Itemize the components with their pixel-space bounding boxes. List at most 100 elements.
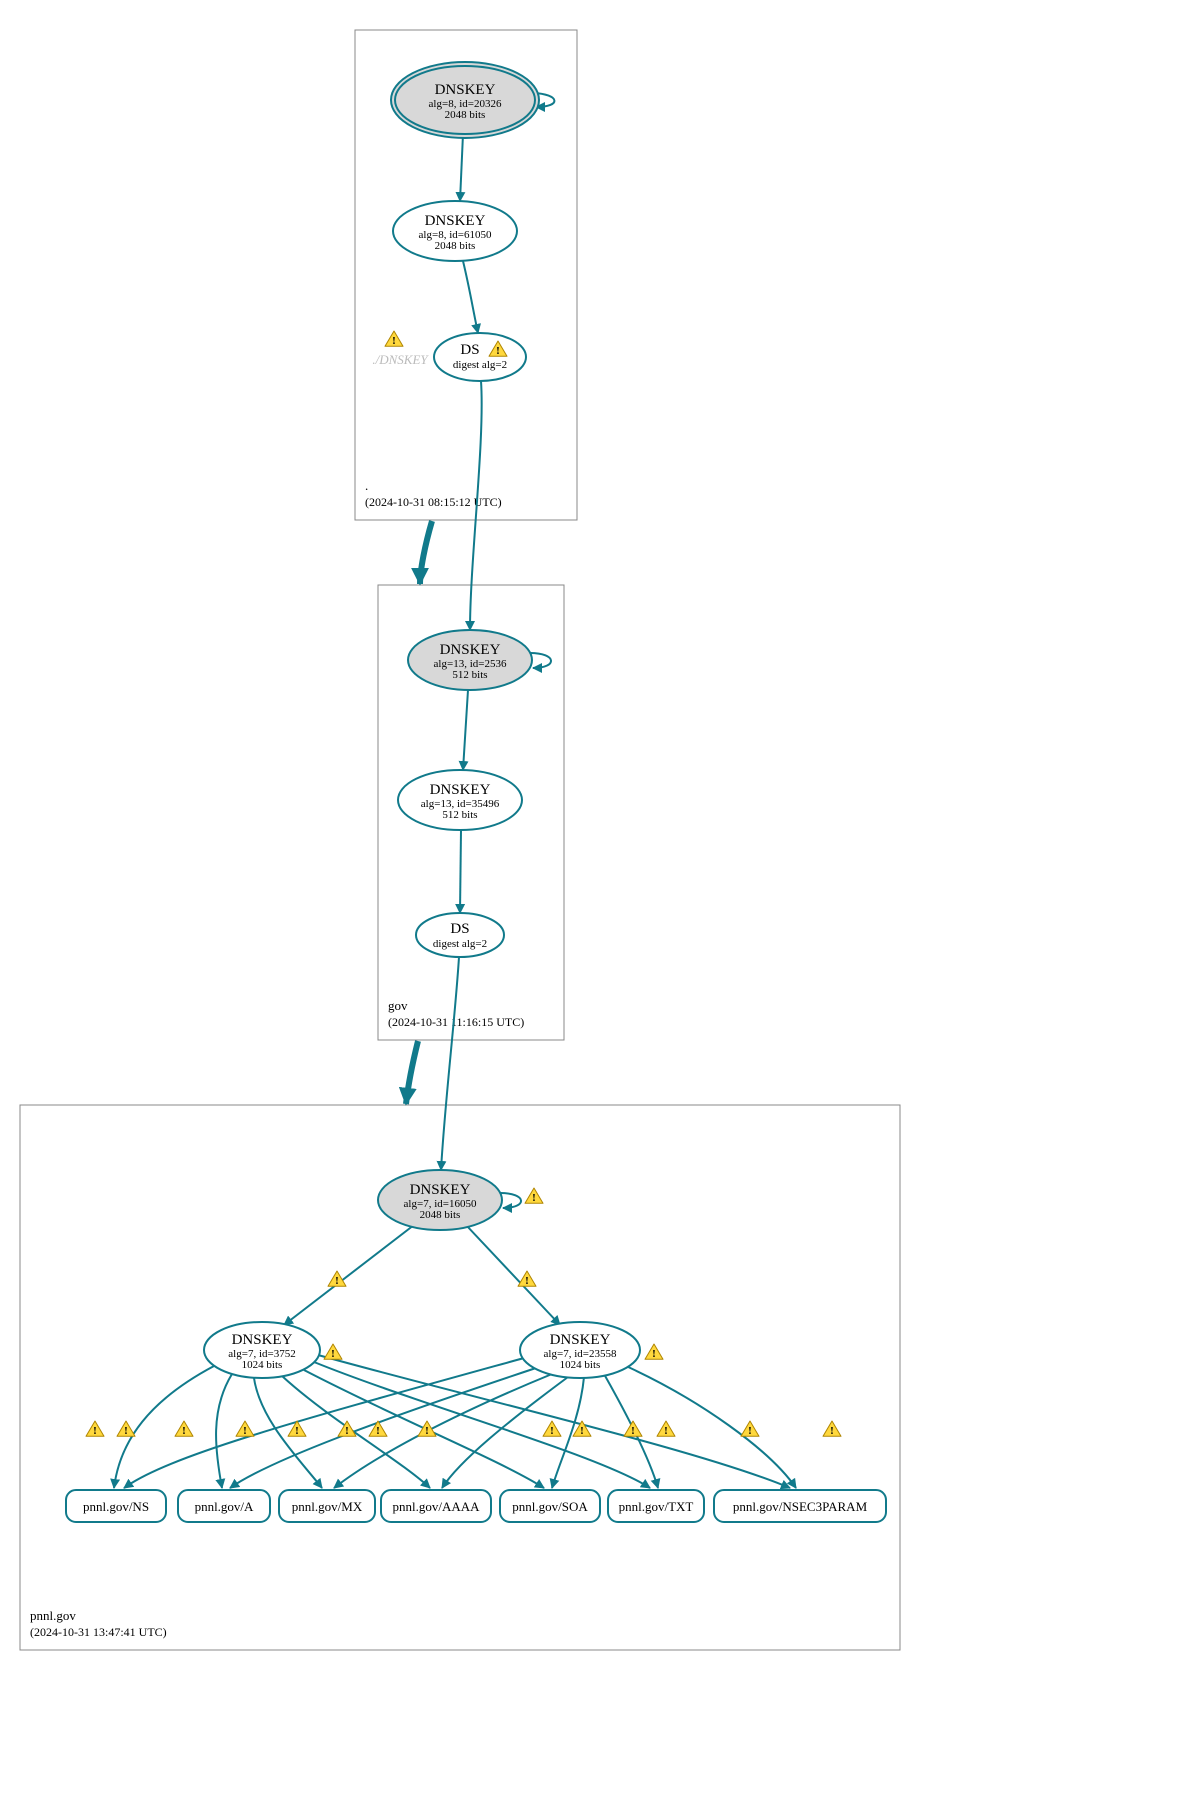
warning-icon: ! — [236, 1421, 254, 1437]
svg-text:512 bits: 512 bits — [452, 669, 487, 681]
warning-icon: ! — [117, 1421, 135, 1437]
svg-text:DNSKEY: DNSKEY — [440, 642, 501, 658]
svg-text:!: ! — [295, 1425, 299, 1437]
svg-text:DNSKEY: DNSKEY — [550, 1332, 611, 1348]
svg-text:!: ! — [376, 1425, 380, 1437]
svg-text:1024 bits: 1024 bits — [242, 1359, 283, 1371]
record-label: pnnl.gov/A — [195, 1499, 254, 1514]
rec-a: pnnl.gov/A — [178, 1490, 270, 1522]
edge — [460, 830, 461, 913]
svg-text:!: ! — [425, 1425, 429, 1437]
svg-text:DNSKEY: DNSKEY — [232, 1332, 293, 1348]
warning-icon: ! — [175, 1421, 193, 1437]
svg-text:!: ! — [830, 1425, 834, 1437]
root-zsk: DNSKEYalg=8, id=610502048 bits — [393, 201, 517, 261]
edge — [460, 134, 463, 201]
record-label: pnnl.gov/NSEC3PARAM — [733, 1499, 868, 1514]
warning-icon: ! — [741, 1421, 759, 1437]
svg-text:DS: DS — [460, 342, 479, 358]
rec-ns: pnnl.gov/NS — [66, 1490, 166, 1522]
svg-text:!: ! — [525, 1275, 529, 1287]
edge — [254, 1378, 322, 1488]
zone-link — [420, 521, 432, 584]
edge — [530, 653, 551, 668]
edge — [463, 690, 468, 770]
record-label: pnnl.gov/TXT — [619, 1499, 694, 1514]
gov-ksk: DNSKEYalg=13, id=2536512 bits — [408, 630, 532, 690]
svg-text:!: ! — [664, 1425, 668, 1437]
gov-ds: DSdigest alg=2 — [416, 913, 504, 957]
svg-text:!: ! — [532, 1192, 536, 1204]
svg-text:DNSKEY: DNSKEY — [435, 82, 496, 98]
svg-text:!: ! — [335, 1275, 339, 1287]
svg-text:!: ! — [182, 1425, 186, 1437]
svg-text:!: ! — [496, 345, 500, 357]
edge — [334, 1374, 552, 1488]
record-label: pnnl.gov/NS — [83, 1499, 149, 1514]
svg-text:2048 bits: 2048 bits — [420, 1209, 461, 1221]
zone-time-root: (2024-10-31 08:15:12 UTC) — [365, 495, 502, 509]
zone-label-pnnl: pnnl.gov — [30, 1608, 76, 1623]
svg-text:!: ! — [345, 1425, 349, 1437]
warning-icon: ! — [525, 1188, 543, 1204]
warning-icon: ! — [657, 1421, 675, 1437]
svg-text:1024 bits: 1024 bits — [560, 1359, 601, 1371]
rec-txt: pnnl.gov/TXT — [608, 1490, 704, 1522]
zone-time-gov: (2024-10-31 11:16:15 UTC) — [388, 1015, 524, 1029]
phantom-dnskey: ./DNSKEY — [372, 352, 429, 367]
rec-soa: pnnl.gov/SOA — [500, 1490, 600, 1522]
svg-text:!: ! — [331, 1348, 335, 1360]
svg-text:DNSKEY: DNSKEY — [430, 782, 491, 798]
svg-text:!: ! — [580, 1425, 584, 1437]
warning-icon: ! — [324, 1344, 342, 1360]
edge — [500, 1193, 521, 1208]
pnnl-zsk-b: DNSKEYalg=7, id=235581024 bits — [520, 1322, 640, 1378]
root-ksk: DNSKEYalg=8, id=203262048 bits — [391, 62, 539, 138]
svg-text:!: ! — [93, 1425, 97, 1437]
zone-link — [406, 1041, 418, 1104]
zone-label-root: . — [365, 478, 368, 493]
rec-aaaa: pnnl.gov/AAAA — [381, 1490, 491, 1522]
svg-text:!: ! — [124, 1425, 128, 1437]
warning-icon: ! — [645, 1344, 663, 1360]
zone-time-pnnl: (2024-10-31 13:47:41 UTC) — [30, 1625, 167, 1639]
edge — [441, 957, 459, 1170]
warning-icon: ! — [823, 1421, 841, 1437]
svg-text:!: ! — [550, 1425, 554, 1437]
edge — [216, 1374, 232, 1488]
dnssec-diagram: . (2024-10-31 08:15:12 UTC) gov (2024-10-31… — [0, 0, 1187, 1809]
svg-text:digest alg=2: digest alg=2 — [453, 359, 507, 371]
svg-text:2048 bits: 2048 bits — [445, 109, 486, 121]
edge — [284, 1225, 414, 1325]
svg-text:2048 bits: 2048 bits — [435, 240, 476, 252]
warning-icon: ! — [369, 1421, 387, 1437]
svg-text:!: ! — [243, 1425, 247, 1437]
edge — [314, 1362, 650, 1488]
record-label: pnnl.gov/MX — [292, 1499, 363, 1514]
warning-icon: ! — [543, 1421, 561, 1437]
svg-text:digest alg=2: digest alg=2 — [433, 938, 487, 950]
root-ds: DS! digest alg=2 — [434, 333, 526, 381]
warning-icon: ! — [385, 331, 403, 347]
warning-icon: ! — [86, 1421, 104, 1437]
warning-icon: ! — [624, 1421, 642, 1437]
pnnl-ksk: DNSKEYalg=7, id=160502048 bits — [378, 1170, 502, 1230]
edge — [463, 261, 478, 333]
pnnl-zsk-a: DNSKEYalg=7, id=37521024 bits — [204, 1322, 320, 1378]
record-label: pnnl.gov/AAAA — [392, 1499, 480, 1514]
record-label: pnnl.gov/SOA — [512, 1499, 588, 1514]
svg-text:!: ! — [392, 335, 396, 347]
svg-text:!: ! — [631, 1425, 635, 1437]
svg-text:!: ! — [748, 1425, 752, 1437]
gov-zsk: DNSKEYalg=13, id=35496512 bits — [398, 770, 522, 830]
rec-mx: pnnl.gov/MX — [279, 1490, 375, 1522]
edge — [466, 1225, 560, 1325]
svg-text:!: ! — [652, 1348, 656, 1360]
zone-label-gov: gov — [388, 998, 408, 1013]
svg-text:DNSKEY: DNSKEY — [410, 1182, 471, 1198]
warning-icon: ! — [518, 1271, 536, 1287]
svg-text:512 bits: 512 bits — [442, 809, 477, 821]
rec-nsec3: pnnl.gov/NSEC3PARAM — [714, 1490, 886, 1522]
svg-text:DNSKEY: DNSKEY — [425, 213, 486, 229]
svg-text:DS: DS — [450, 921, 469, 937]
